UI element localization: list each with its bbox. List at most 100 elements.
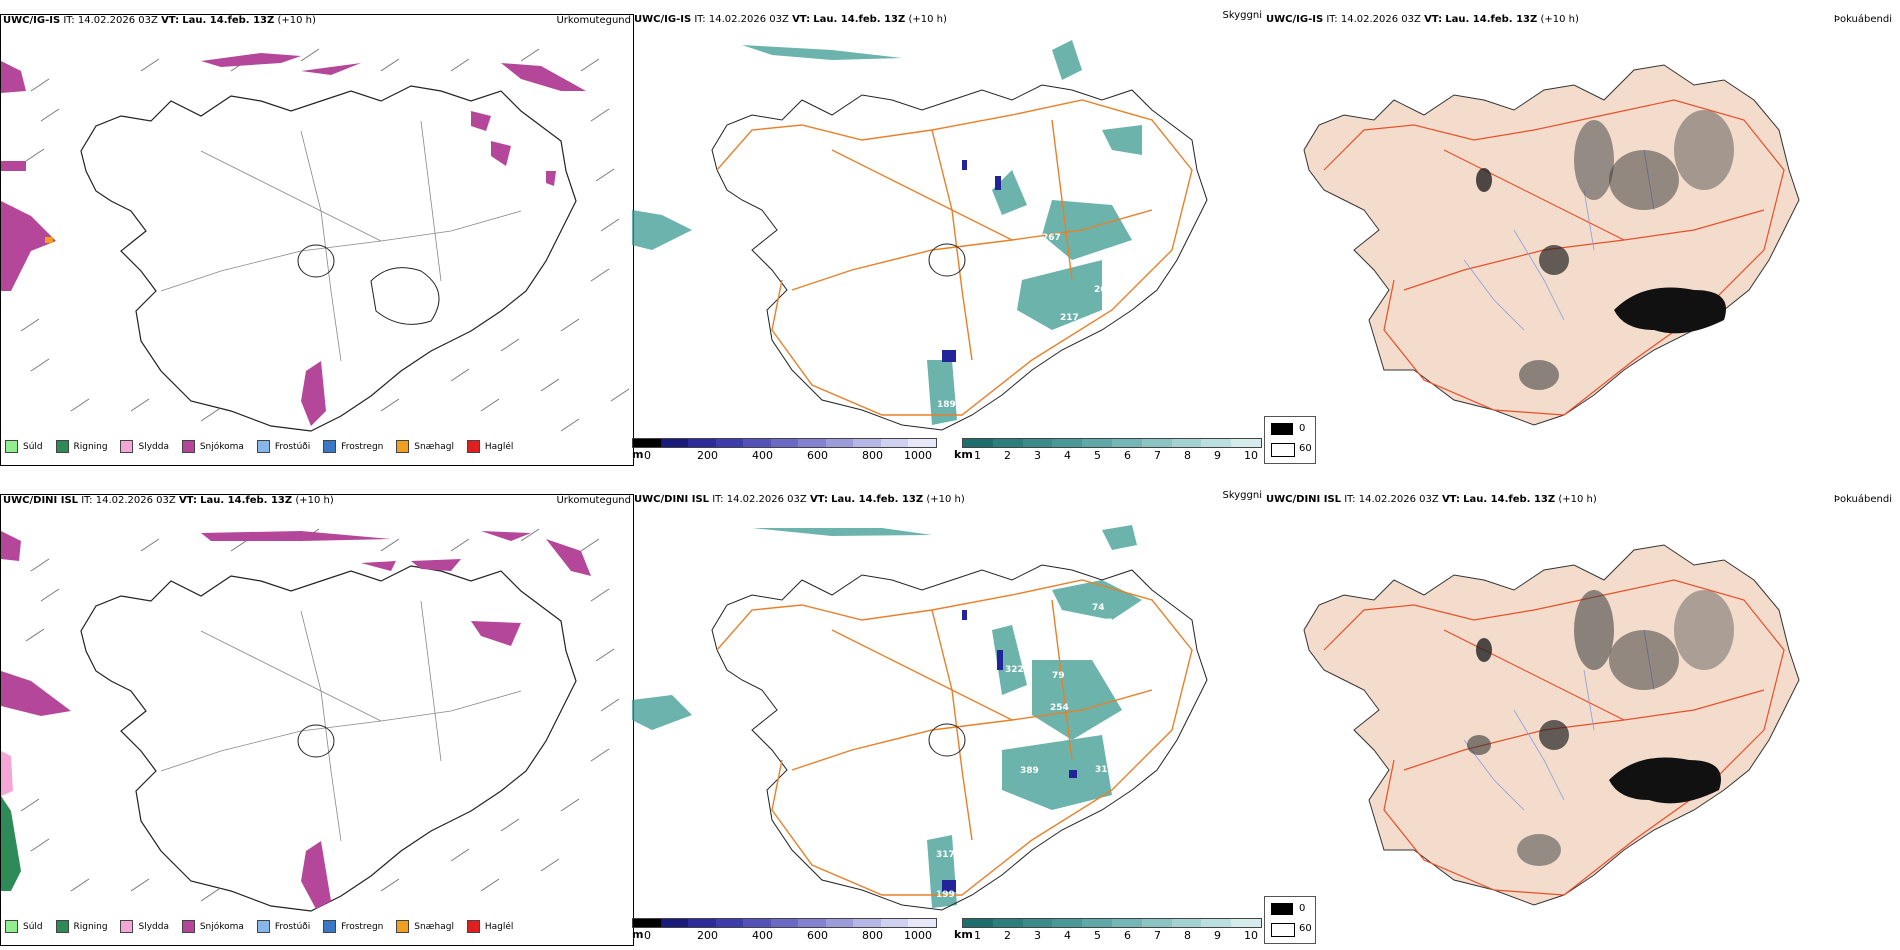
ceiling-map: 74 477 236 322 79 254 389 317 497 317 19… [632, 525, 1208, 911]
visibility-unit: km [954, 448, 973, 461]
legend-item-rain: Rigning [55, 440, 108, 453]
svg-text:217: 217 [1060, 313, 1079, 323]
legend-item-sleet: Slydda [120, 440, 169, 453]
ceiling-unit: m [632, 928, 644, 941]
legend-item-rain: Rigning [55, 920, 108, 933]
ceiling-panel-row1: UWC/IG-IS IT: 14.02.2026 03Z VT: Lau. 14… [632, 10, 1264, 464]
legend-item-freezing-rain: Frostregn [323, 920, 383, 933]
glacier [297, 724, 335, 758]
legend-item-snow-pellets: Snæhagl [396, 440, 454, 453]
svg-text:251: 251 [1104, 248, 1123, 258]
svg-text:317: 317 [936, 850, 955, 860]
fog-legend-light: 60 [1299, 923, 1312, 934]
legend-item-freezing-drizzle: Frostúði [256, 440, 310, 453]
vt-value: Lau. 14.feb. 13Z [182, 15, 275, 26]
fog-legend-light: 60 [1299, 443, 1312, 454]
fog-legend-dark: 0 [1299, 423, 1306, 434]
legend-item-snow: Snjókoma [181, 920, 244, 933]
vt-value: Lau. 14.feb. 13Z [831, 494, 924, 505]
legend-item-sleet: Slydda [120, 920, 169, 933]
coastline [711, 564, 1208, 911]
roads [716, 99, 1193, 416]
vt-label: VT: [792, 14, 811, 25]
snow-pellet-area [45, 237, 53, 243]
model-name: UWC/IG-IS [634, 14, 692, 25]
model-name: UWC/DINI ISL [634, 494, 710, 505]
lead-time: (+10 h) [1540, 14, 1579, 25]
header: UWC/DINI ISL IT: 14.02.2026 03Z VT: Lau.… [634, 490, 1262, 510]
fog-map [1303, 544, 1800, 906]
roads [160, 120, 522, 362]
precip-legend: Súld Rigning Slydda Snjókoma Frostúði Fr… [5, 440, 523, 456]
it-label: IT: [63, 15, 75, 26]
visibility-unit: km [954, 928, 973, 941]
fog-legend-dark: 0 [1299, 903, 1306, 914]
legend-item-freezing-rain: Frostregn [323, 440, 383, 453]
precip-map [1, 48, 630, 432]
vt-label: VT: [178, 495, 197, 506]
low-ceiling-areas [942, 610, 1077, 892]
header: UWC/IG-IS IT: 14.02.2026 03Z VT: Lau. 14… [634, 10, 1262, 30]
svg-text:189: 189 [937, 400, 956, 410]
svg-text:267: 267 [1042, 233, 1061, 243]
coastline [80, 85, 577, 432]
low-visibility-areas [632, 40, 1142, 425]
ceiling-colorbar: m 0 200 400 600 800 1000 [632, 918, 937, 942]
vt-value: Lau. 14.feb. 13Z [1463, 494, 1556, 505]
snow-areas [1, 531, 591, 909]
fog-panel-row1: UWC/IG-IS IT: 14.02.2026 03Z VT: Lau. 14… [1264, 14, 1900, 464]
precip-panel-row1: UWC/IG-IS IT: 14.02.2026 03Z VT: Lau. 14… [0, 14, 634, 466]
svg-text:192: 192 [1110, 273, 1129, 283]
it-label: IT: [712, 494, 724, 505]
it-label: IT: [1344, 494, 1356, 505]
roads [1323, 579, 1785, 896]
model-name: UWC/IG-IS [1266, 14, 1324, 25]
cloud-base-labels: 74 477 236 322 79 254 389 317 497 317 19… [936, 603, 1163, 900]
panel-title: Úrkomutegund [556, 15, 631, 26]
low-ceiling-areas [942, 160, 1001, 362]
it-label: IT: [81, 495, 93, 506]
land [1303, 64, 1800, 426]
it-value: 14.02.2026 03Z [708, 14, 789, 25]
precip-panel-row2: UWC/DINI ISL IT: 14.02.2026 03Z VT: Lau.… [0, 494, 634, 946]
snow-areas [1, 53, 586, 426]
vt-value: Lau. 14.feb. 13Z [1445, 14, 1538, 25]
it-value: 14.02.2026 03Z [1340, 14, 1421, 25]
svg-text:477: 477 [1094, 618, 1113, 628]
it-value: 14.02.2026 03Z [95, 495, 176, 506]
sleet-areas [1, 751, 13, 796]
header: UWC/IG-IS IT: 14.02.2026 03Z VT: Lau. 14… [3, 15, 631, 31]
vt-value: Lau. 14.feb. 13Z [813, 14, 906, 25]
header: UWC/DINI ISL IT: 14.02.2026 03Z VT: Lau.… [3, 495, 631, 511]
glacier [928, 723, 966, 757]
visibility-colorbar: km 1 2 3 4 5 6 7 8 9 10 [954, 438, 1262, 462]
lead-time: (+10 h) [908, 14, 947, 25]
svg-text:121: 121 [1120, 155, 1139, 165]
vt-label: VT: [809, 494, 828, 505]
svg-text:74: 74 [1092, 603, 1105, 613]
fog-dark-areas [1467, 590, 1734, 866]
it-label: IT: [694, 14, 706, 25]
fog-legend: 0 60 [1264, 896, 1316, 944]
it-value: 14.02.2026 03Z [1358, 494, 1439, 505]
panel-title: Úrkomutegund [556, 495, 631, 506]
cloud-base-labels: 121 267 251 192 202 217 189 [937, 155, 1139, 410]
glacier [297, 244, 335, 278]
ceiling-map: 121 267 251 192 202 217 189 [632, 40, 1208, 431]
vt-label: VT: [1441, 494, 1460, 505]
precip-map [1, 528, 620, 912]
lead-time: (+10 h) [277, 15, 316, 26]
panel-title: Þokuábendi [1833, 14, 1892, 25]
lead-time: (+10 h) [295, 495, 334, 506]
legend-item-snow-pellets: Snæhagl [396, 920, 454, 933]
fog-legend: 0 60 [1264, 416, 1316, 464]
legend-item-hail: Haglél [466, 440, 513, 453]
ceiling-unit: m [632, 448, 644, 461]
legend-item-freezing-drizzle: Frostúði [256, 920, 310, 933]
model-name: UWC/DINI ISL [1266, 494, 1342, 505]
glacier [928, 243, 966, 277]
svg-text:389: 389 [1020, 766, 1039, 776]
precip-legend: Súld Rigning Slydda Snjókoma Frostúði Fr… [5, 920, 523, 936]
ceiling-colorbar: m 0 200 400 600 800 1000 [632, 438, 937, 462]
coastline [80, 565, 577, 912]
